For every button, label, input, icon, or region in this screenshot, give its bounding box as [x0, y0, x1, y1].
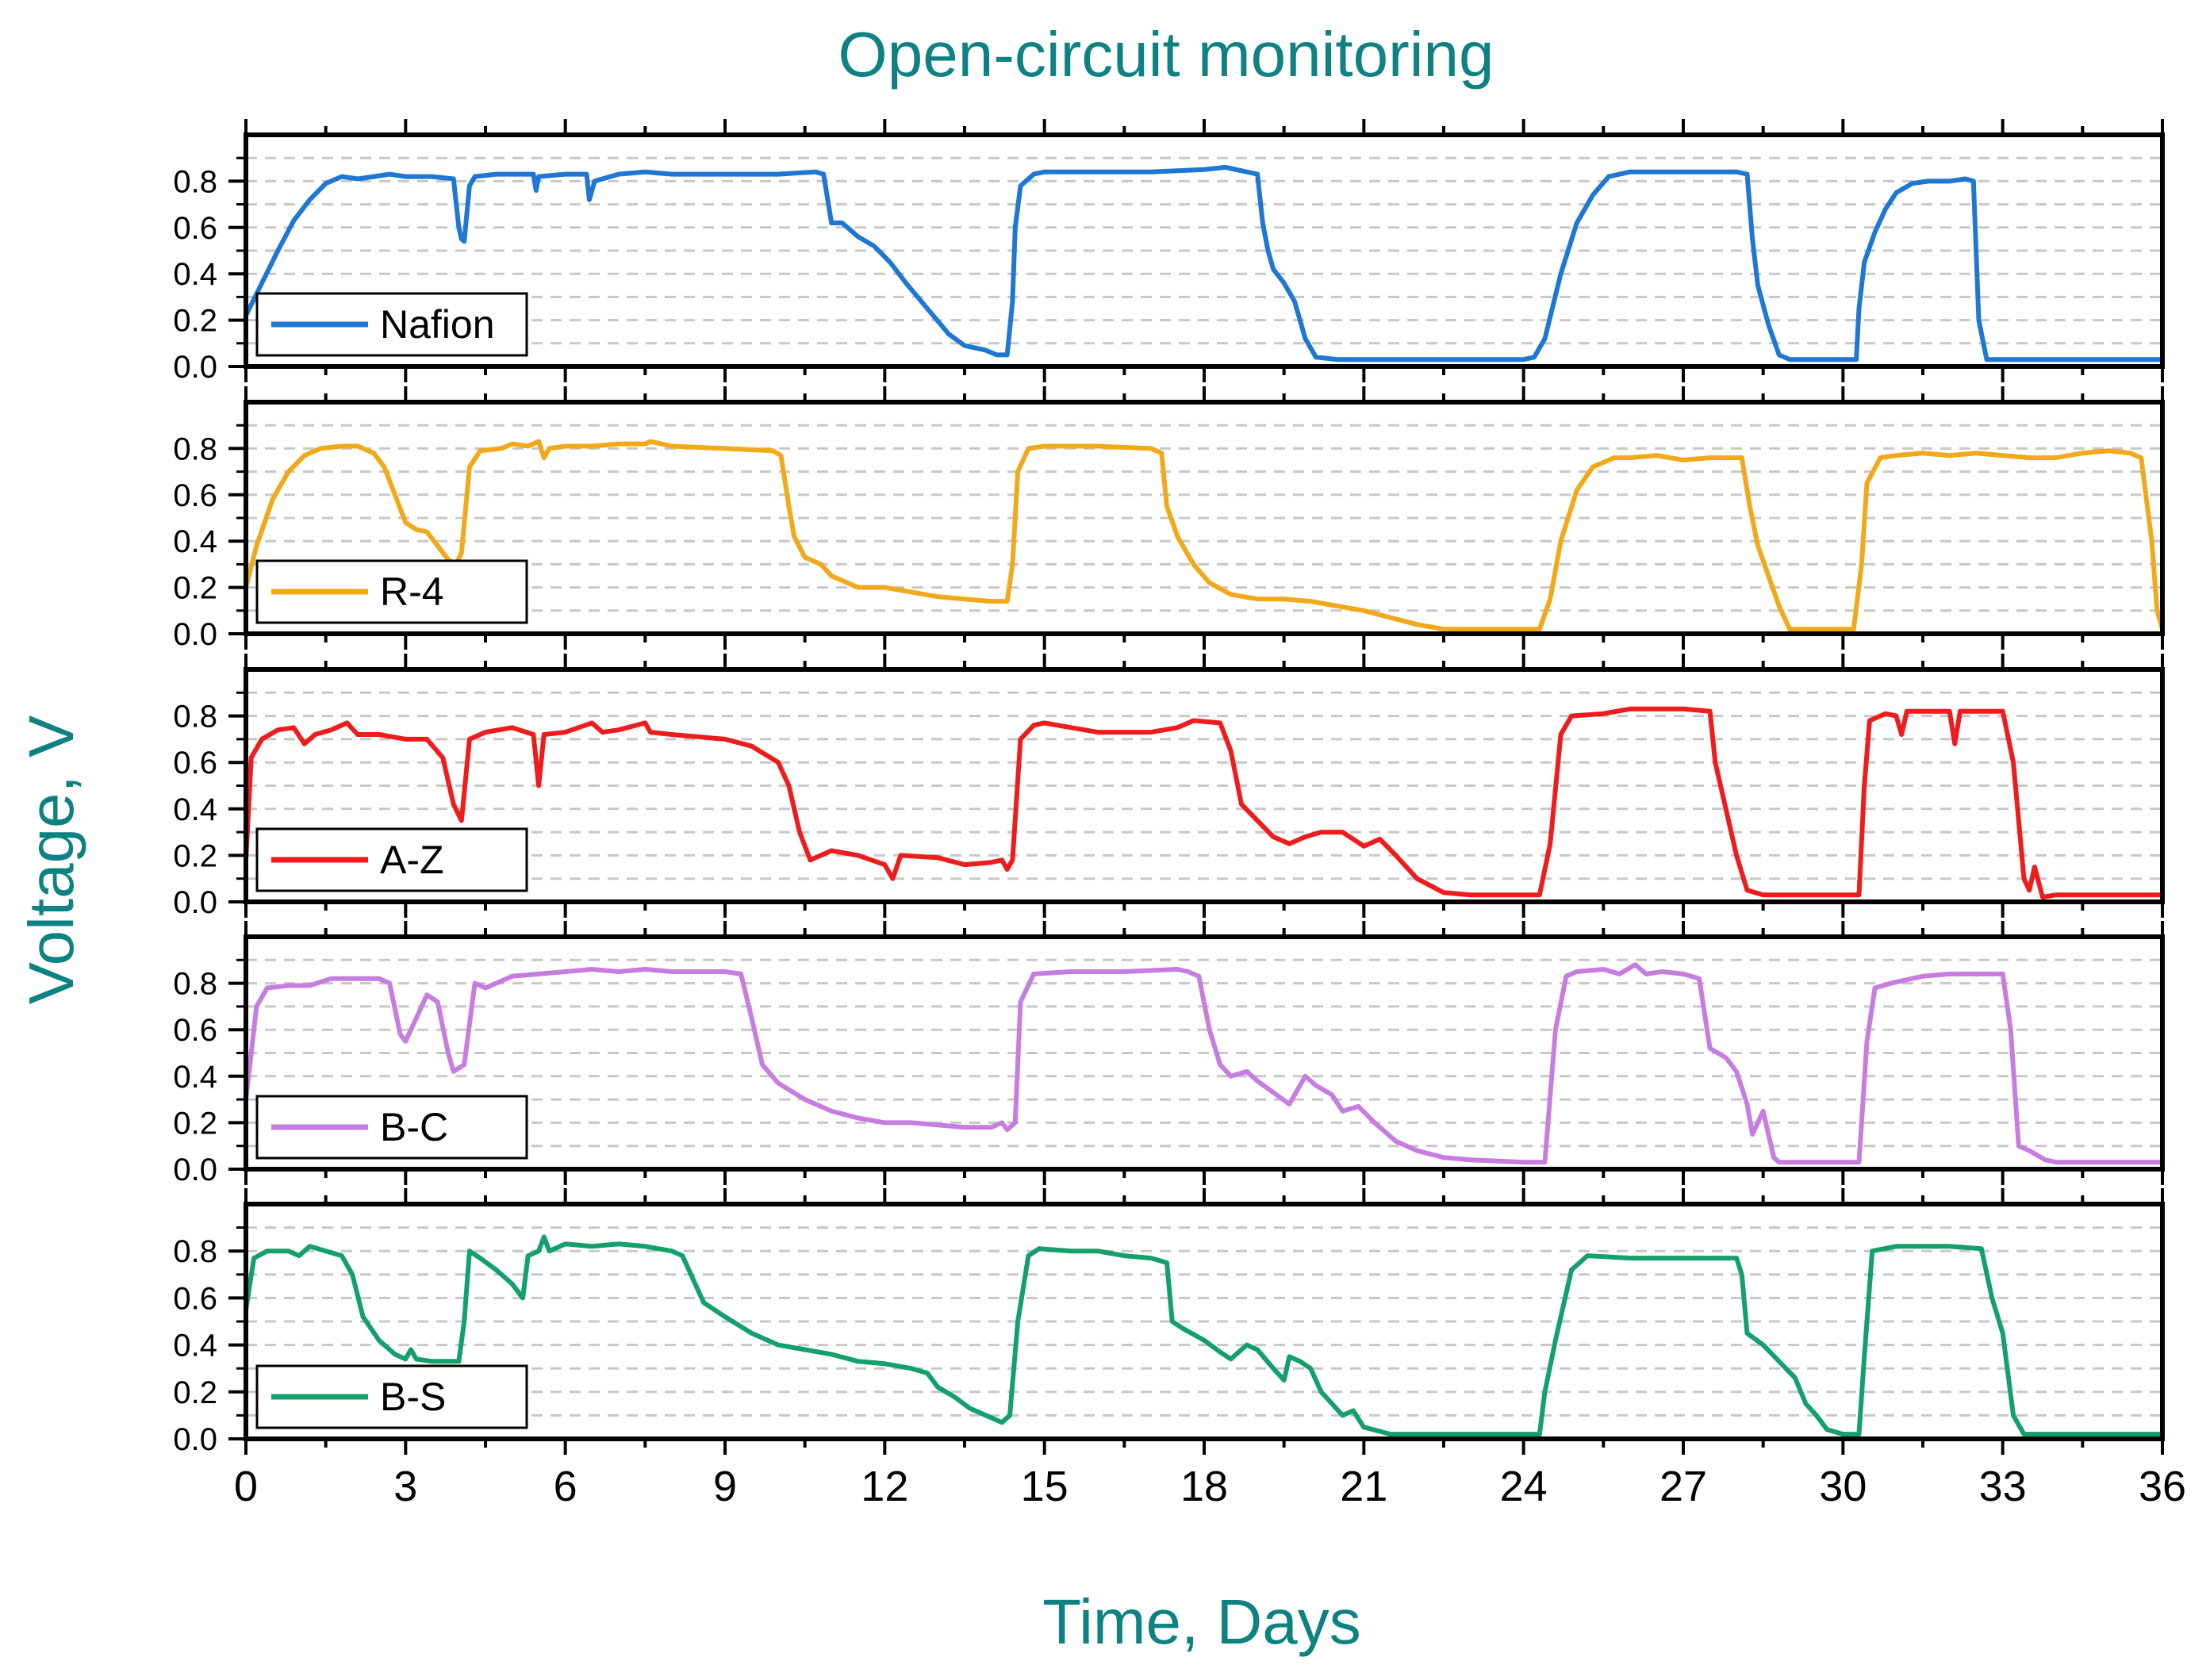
x-tick-label: 3 — [393, 1463, 417, 1510]
y-tick-label: 0.8 — [173, 432, 217, 466]
x-tick-label: 27 — [1659, 1463, 1707, 1510]
panel-nafion: 0.0 0.2 0.4 0.6 0.8 Nafion — [173, 119, 2165, 385]
y-tick-label: 0.4 — [173, 1060, 217, 1095]
panel-frame — [244, 667, 2165, 904]
x-tick-label: 0 — [234, 1463, 258, 1510]
x-tick-label: 18 — [1180, 1463, 1228, 1510]
x-tick-label: 6 — [554, 1463, 577, 1510]
y-tick-label: 0.6 — [173, 1013, 217, 1048]
y-tick-label: 0.4 — [173, 257, 217, 292]
y-tick-label: 0.0 — [173, 350, 217, 385]
x-tick-label: 12 — [861, 1463, 908, 1510]
legend-nafion: Nafion — [255, 292, 528, 357]
panel-a-z: 0.0 0.2 0.4 0.6 0.8 A-Z — [173, 654, 2165, 920]
panel-frame — [244, 400, 2165, 636]
x-axis-title: Time, Days — [1042, 1586, 1361, 1657]
y-tick-label: 0.8 — [173, 1234, 217, 1269]
x-tick-label: 21 — [1340, 1463, 1387, 1510]
y-tick-label: 0.6 — [173, 211, 217, 246]
legend-label: R-4 — [380, 570, 444, 614]
legend-b-s: B-S — [255, 1364, 528, 1429]
y-tick-label: 0.2 — [173, 304, 217, 339]
y-tick-label: 0.6 — [173, 746, 217, 781]
legend-box — [255, 1095, 528, 1160]
panel-b-c: 0.0 0.2 0.4 0.6 0.8 B-C — [173, 921, 2165, 1187]
y-tick-label: 0.0 — [173, 1153, 217, 1187]
y-tick-label: 0.2 — [173, 1375, 217, 1410]
panel-r-4: 0.0 0.2 0.4 0.6 0.8 R-4 — [173, 386, 2165, 652]
plot-area: 0.00.20.40.60.8Nafion0.00.20.40.60.8R-40… — [173, 119, 2186, 1510]
y-axis-title: Voltage, V — [16, 715, 86, 1004]
legend-r-4: R-4 — [255, 559, 528, 624]
x-tick-label: 33 — [1979, 1463, 2027, 1510]
y-tick-label: 0.6 — [173, 478, 217, 513]
y-tick-label: 0.0 — [173, 617, 217, 652]
y-tick-label: 0.4 — [173, 1329, 217, 1364]
series-line-a-z — [246, 706, 2162, 900]
x-tick-label: 24 — [1500, 1463, 1548, 1510]
y-tick-label: 0.2 — [173, 1106, 217, 1141]
x-tick-label: 36 — [2139, 1463, 2186, 1510]
x-tick-label: 15 — [1021, 1463, 1069, 1510]
chart-title: Open-circuit monitoring — [838, 19, 1494, 90]
y-tick-label: 0.0 — [173, 1422, 217, 1457]
panel-frame — [244, 934, 2165, 1172]
legend-label: B-S — [380, 1375, 446, 1419]
legend-b-c: B-C — [255, 1095, 528, 1160]
legend-a-z: A-Z — [255, 827, 528, 892]
y-tick-label: 0.2 — [173, 571, 217, 606]
y-tick-label: 0.6 — [173, 1281, 217, 1316]
y-tick-label: 0.4 — [173, 792, 217, 827]
y-tick-label: 0.2 — [173, 838, 217, 873]
panel-b-s: 0.0 0.2 0.4 0.6 0.8 B-S — [173, 1188, 2165, 1457]
y-tick-label: 0.8 — [173, 700, 217, 735]
series-line-b-s — [246, 1234, 2162, 1437]
y-tick-label: 0.0 — [173, 885, 217, 920]
y-tick-label: 0.8 — [173, 164, 217, 199]
x-tick-label: 9 — [713, 1463, 737, 1510]
y-tick-label: 0.4 — [173, 524, 217, 559]
x-tick-label: 30 — [1819, 1463, 1867, 1510]
series-line-b-c — [246, 962, 2162, 1165]
panel-frame — [244, 132, 2165, 369]
legend-label: B-C — [380, 1105, 448, 1149]
series-line-r-4 — [246, 439, 2162, 632]
legend-label: Nafion — [380, 302, 495, 347]
y-tick-label: 0.8 — [173, 967, 217, 1002]
series-line-nafion — [246, 164, 2162, 362]
legend-label: A-Z — [380, 838, 444, 882]
panel-frame — [244, 1202, 2165, 1441]
